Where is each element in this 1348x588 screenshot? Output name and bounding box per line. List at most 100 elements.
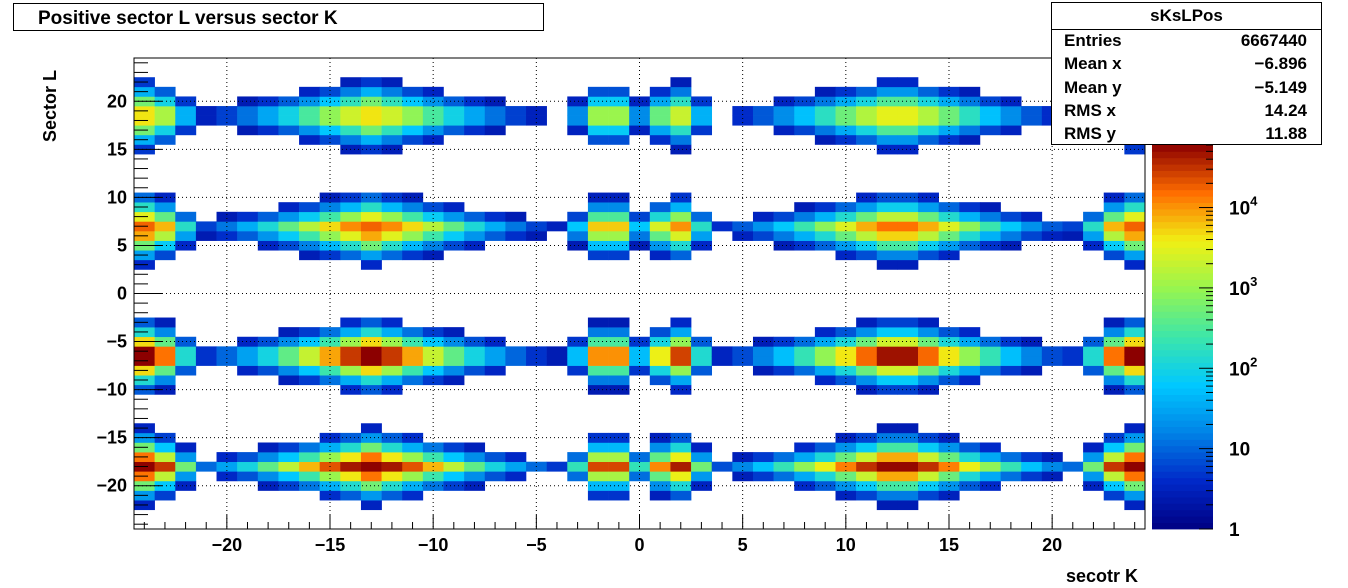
palette-band [1152,356,1213,363]
heatmap-cell [422,346,444,357]
heatmap-cell [567,231,589,241]
heatmap-cell [897,365,919,376]
heatmap-cell [649,327,671,338]
heatmap-cell [360,336,382,347]
heatmap-cell [464,221,486,232]
heatmap-cell [897,240,919,251]
heatmap-cell [402,86,424,97]
heatmap-cell [319,86,341,97]
heatmap-cell [938,432,960,443]
heatmap-cell [340,442,362,453]
palette-band [1152,196,1213,203]
heatmap-cell [154,96,176,107]
heatmap-cell [649,221,671,232]
heatmap-cell [856,211,878,222]
heatmap-cell [319,327,341,338]
heatmap-cell [979,461,1001,472]
heatmap-cell [154,336,176,347]
heatmap-cell [752,221,774,232]
heatmap-cell [691,231,713,241]
heatmap-cell [402,442,424,453]
heatmap-cell [918,96,939,107]
palette-band [1152,164,1213,171]
heatmap-cell [340,365,362,376]
heatmap-cell [154,355,176,366]
heatmap-cell [691,240,713,251]
heatmap-cell [360,96,382,107]
heatmap-cell [195,461,217,472]
heatmap-cell [691,221,713,232]
heatmap-cell [340,221,362,232]
heatmap-cell [443,211,465,222]
heatmap-cell [1000,346,1022,357]
heatmap-cell [505,106,527,116]
heatmap-cell [649,490,671,501]
heatmap-cell [918,327,939,338]
heatmap-cell [360,86,382,97]
heatmap-cell [195,231,217,241]
heatmap-cell [959,375,981,386]
heatmap-cell [608,346,630,357]
heatmap-cell [381,221,403,232]
heatmap-cell [876,192,898,203]
heatmap-cell [608,96,630,107]
heatmap-cell [257,442,279,453]
heatmap-cell [360,355,382,366]
heatmap-cell [1000,221,1022,232]
heatmap-cell [897,327,919,338]
heatmap-cell [876,452,898,463]
heatmap-cell [422,375,444,386]
heatmap-cell [340,115,362,126]
palette-tick-label: 102 [1229,354,1257,380]
heatmap-cell [195,106,217,116]
heatmap-cell [814,125,836,136]
heatmap-cell [216,471,238,482]
heatmap-cell [876,442,898,453]
palette-band [1152,522,1213,530]
heatmap-cell [195,355,217,366]
x-axis-title: secotr K [1066,566,1138,586]
heatmap-cell [918,336,939,347]
heatmap-cell [670,250,692,261]
heatmap-cell [1103,202,1125,213]
heatmap-cell [1083,442,1105,453]
heatmap-cell [691,346,713,357]
heatmap-cell [567,365,589,376]
heatmap-cell [629,96,651,107]
heatmap-cell [1103,346,1125,357]
stats-label: RMS y [1064,124,1116,143]
y-tick-label: 15 [107,139,127,159]
heatmap-cell [154,442,176,453]
heatmap-cell [299,346,320,357]
heatmap-cell [1021,336,1043,347]
heatmap-cell [278,346,300,357]
heatmap-cell [938,471,960,482]
heatmap-cell [443,115,465,126]
heatmap-cell [835,106,857,116]
stats-value: 6667440 [1240,31,1307,50]
heatmap-cell [773,452,795,463]
heatmap-cell [897,500,919,511]
heatmap-cell [794,355,816,366]
heatmap-cell [938,336,960,347]
heatmap-cell [608,86,630,97]
heatmap-cell [360,461,382,472]
heatmap-cell [381,471,403,482]
heatmap-cell [897,384,919,395]
heatmap-cell [443,327,465,338]
heatmap-cell [299,452,320,463]
heatmap-cell [1103,231,1125,241]
heatmap-cell [505,115,527,126]
heatmap-cell [938,96,960,107]
heatmap-cell [567,355,589,366]
heatmap-cell [484,346,506,357]
heatmap-cell [175,221,197,232]
heatmap-cell [422,106,444,116]
heatmap-cell [711,461,733,472]
heatmap-cell [608,336,630,347]
heatmap-cell [959,106,981,116]
axes: −20 −15 −10 −5 0 5 10 15 20 −20 −15 −10 −5 0 5 10 15 20 [96,62,1136,555]
heatmap-cell [938,442,960,453]
heatmap-cell [443,346,465,357]
heatmap-cell [381,240,403,251]
